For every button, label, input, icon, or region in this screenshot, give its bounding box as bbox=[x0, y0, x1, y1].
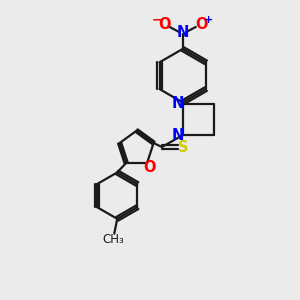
Text: O: O bbox=[195, 17, 207, 32]
Text: N: N bbox=[172, 128, 184, 143]
Text: S: S bbox=[178, 140, 189, 154]
Text: O: O bbox=[158, 17, 170, 32]
Text: −: − bbox=[151, 14, 162, 27]
Text: O: O bbox=[143, 160, 156, 175]
Text: N: N bbox=[176, 25, 189, 40]
Text: +: + bbox=[204, 15, 214, 26]
Text: N: N bbox=[172, 96, 184, 111]
Text: CH₃: CH₃ bbox=[103, 233, 124, 246]
